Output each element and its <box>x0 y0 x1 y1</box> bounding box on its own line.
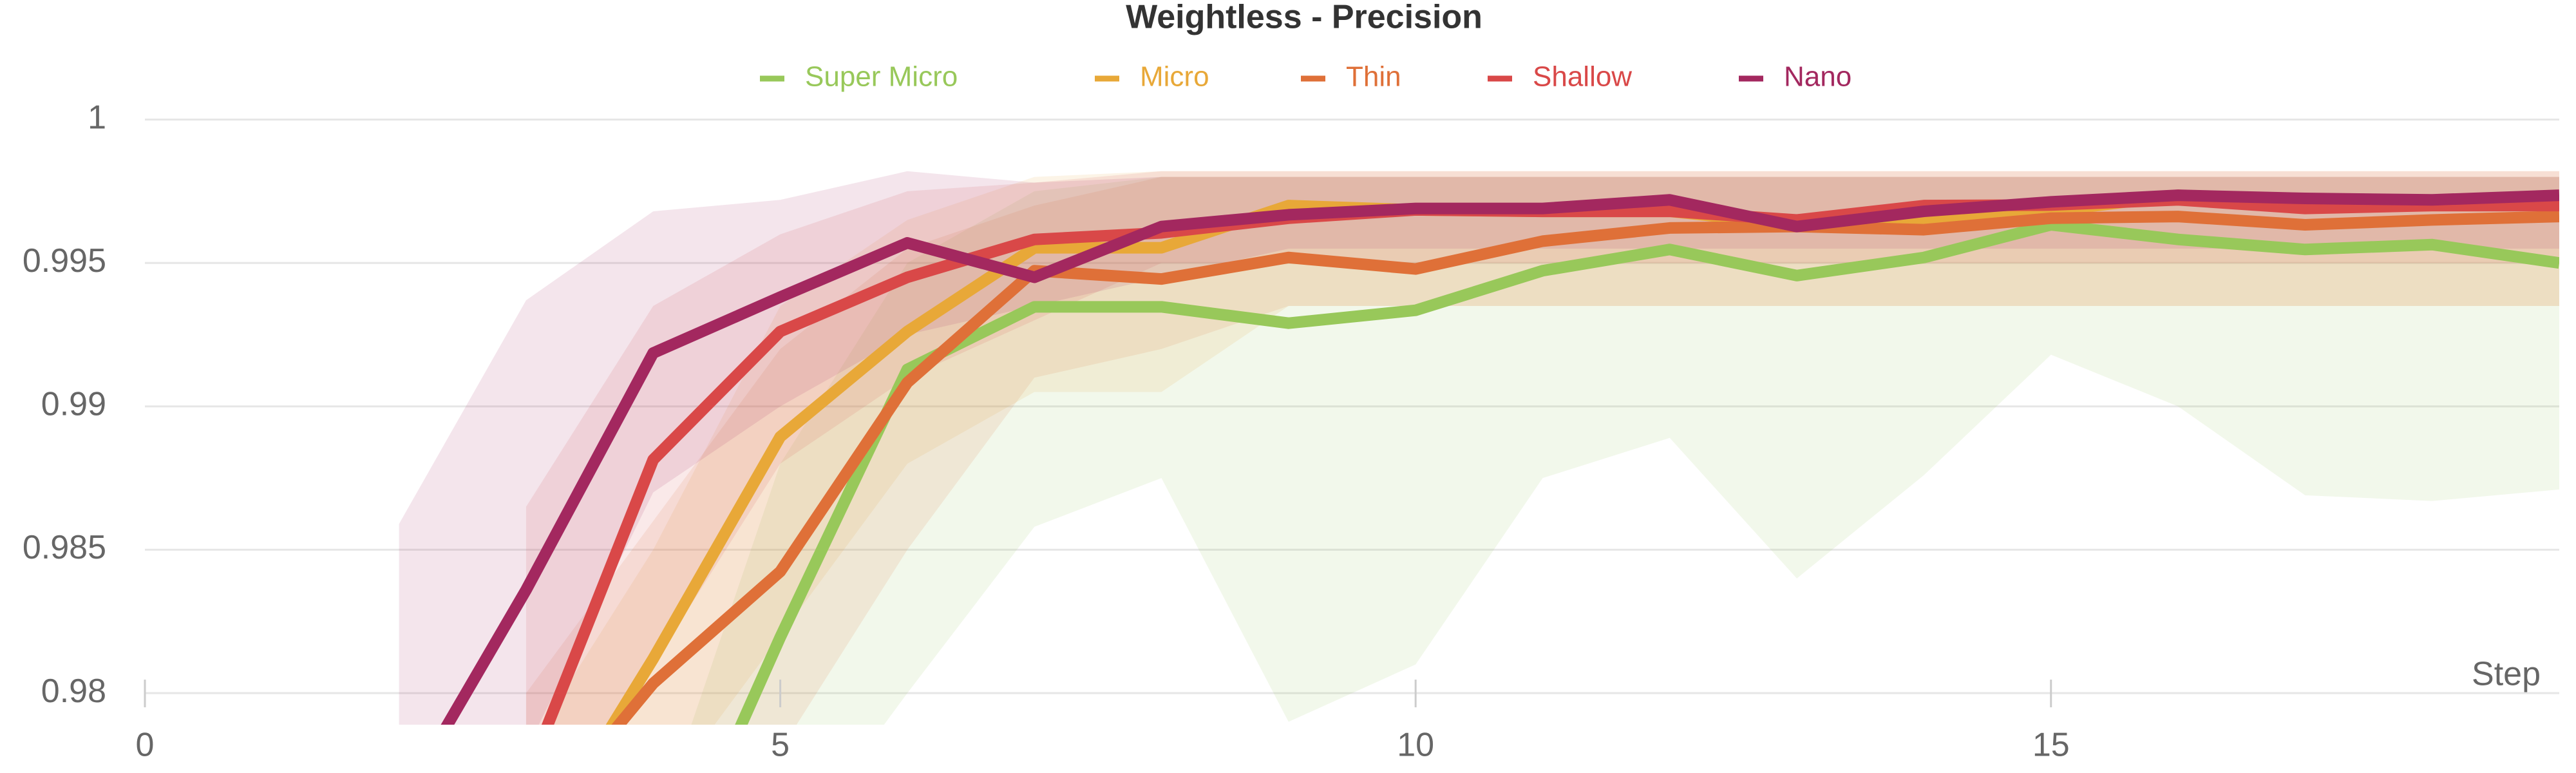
x-tick-label: 0 <box>136 727 155 764</box>
y-tick-label: 0.995 <box>23 242 106 280</box>
series-line <box>440 189 2559 725</box>
y-tick-label: 1 <box>88 99 106 136</box>
legend-label: Micro <box>1140 61 1209 93</box>
series-line <box>611 211 2559 725</box>
x-axis-label: Step <box>2472 656 2541 693</box>
y-tick-label: 0.985 <box>23 529 106 566</box>
legend: Super Micro Micro Thin Shallow Nano <box>760 61 1852 93</box>
band <box>691 177 2559 725</box>
legend-label: Nano <box>1784 61 1852 93</box>
x-tick-label: 10 <box>1397 727 1434 764</box>
chart-title: Weightless - Precision <box>1126 0 1482 36</box>
y-tick-label: 0.99 <box>41 386 106 423</box>
lines <box>440 189 2559 725</box>
legend-label: Thin <box>1346 61 1401 93</box>
legend-label: Shallow <box>1533 61 1632 93</box>
legend-label: Super Micro <box>805 61 958 93</box>
band <box>526 177 2559 725</box>
y-tick-label: 0.98 <box>41 673 106 710</box>
x-tick-label: 15 <box>2032 727 2070 764</box>
x-tick-label: 5 <box>771 727 790 764</box>
series-line <box>735 219 2559 725</box>
